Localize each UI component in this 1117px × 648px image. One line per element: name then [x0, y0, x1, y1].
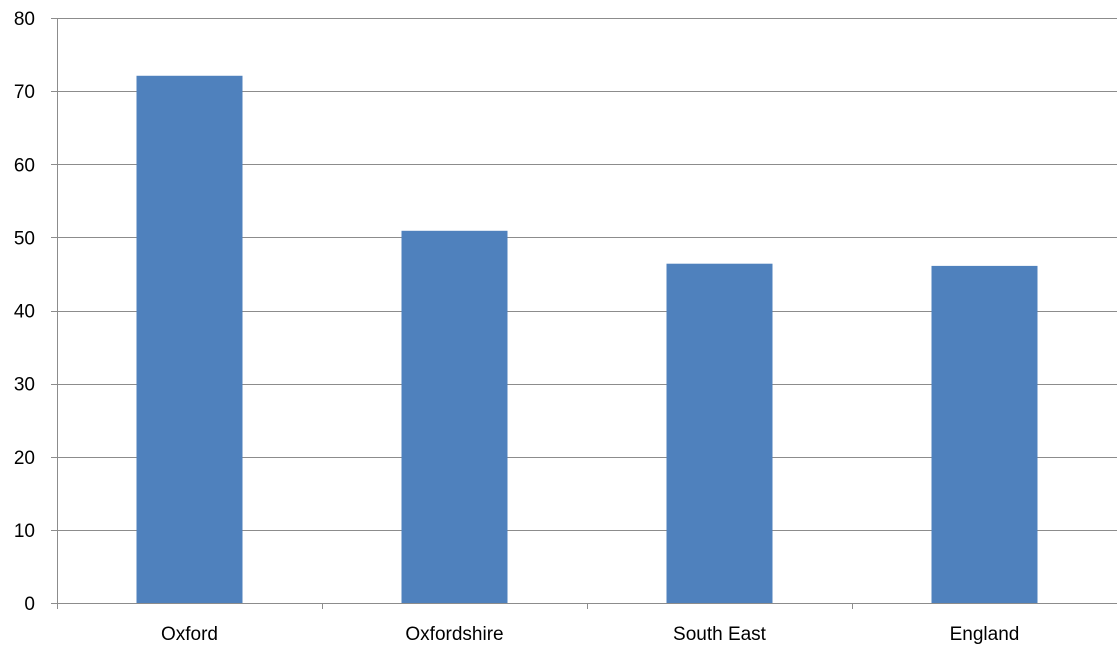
- bar-oxford: [136, 75, 243, 604]
- y-tick-label-80: 80: [14, 9, 35, 30]
- bar-oxfordshire: [401, 230, 508, 603]
- y-tick-label-0: 0: [24, 594, 35, 615]
- x-tick-label-oxfordshire: Oxfordshire: [405, 624, 503, 645]
- bar-england: [931, 265, 1038, 603]
- bars: [136, 75, 1038, 604]
- axes: [51, 18, 1117, 609]
- x-tick-label-south-east: South East: [673, 624, 767, 645]
- y-tick-label-50: 50: [14, 228, 35, 249]
- y-tick-label-70: 70: [14, 82, 35, 103]
- y-tick-label-30: 30: [14, 375, 35, 396]
- bar-south-east: [666, 263, 773, 603]
- y-tick-label-60: 60: [14, 155, 35, 176]
- x-tick-label-england: England: [950, 624, 1020, 645]
- y-axis-tick-labels: 0 10 20 30 40 50 60 70 80: [14, 9, 35, 615]
- x-axis-category-labels: Oxford Oxfordshire South East England: [161, 624, 1019, 645]
- y-tick-label-10: 10: [14, 521, 35, 542]
- y-tick-label-20: 20: [14, 448, 35, 469]
- y-tick-label-40: 40: [14, 302, 35, 323]
- x-tick-label-oxford: Oxford: [161, 624, 218, 645]
